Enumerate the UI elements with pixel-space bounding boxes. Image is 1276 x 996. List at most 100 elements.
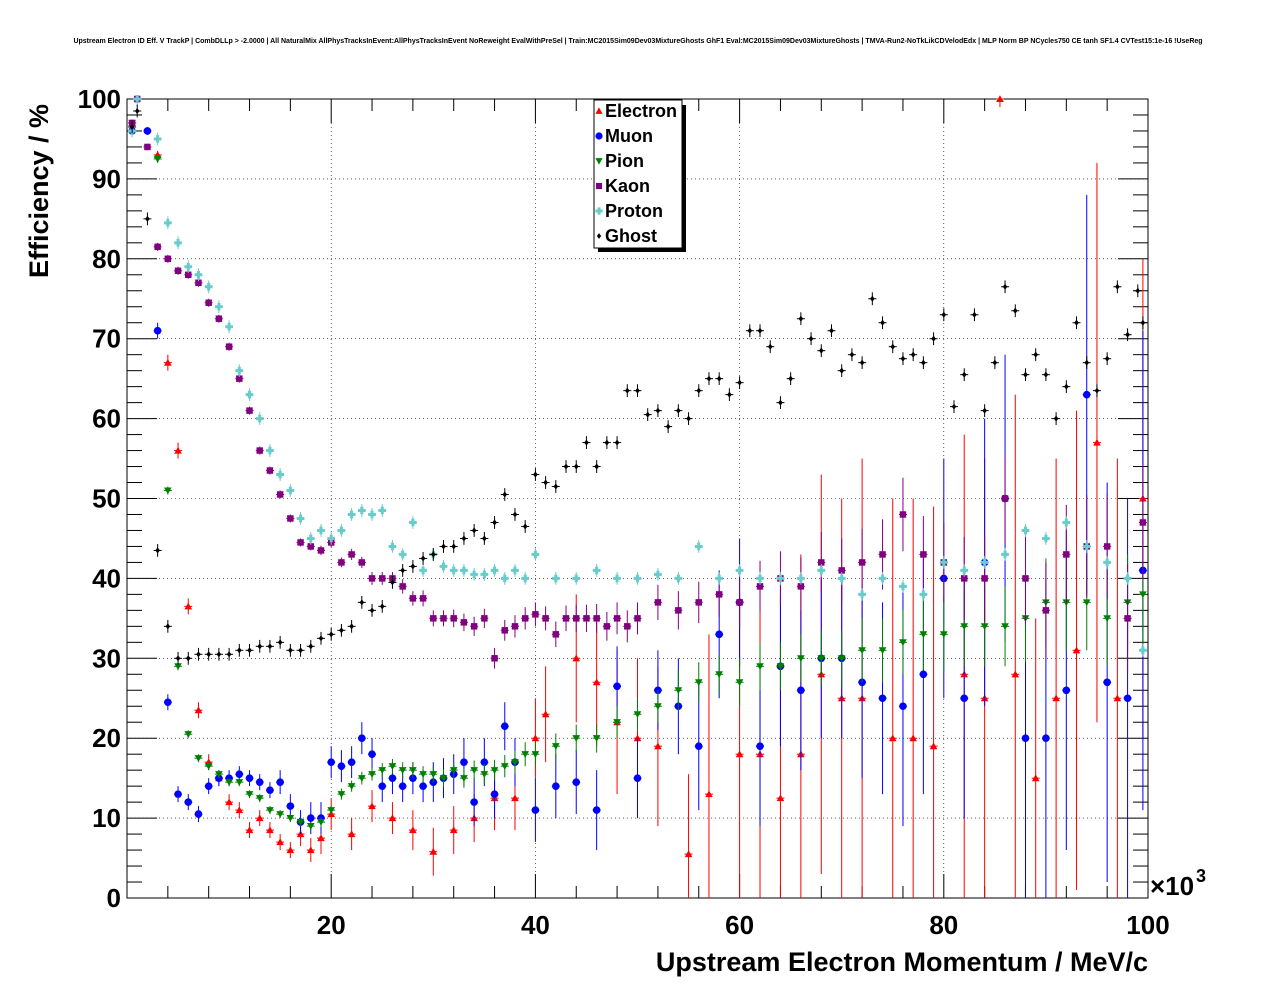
proton-point: [1041, 532, 1050, 545]
ghost-marker: [982, 407, 987, 414]
muon-marker: [531, 806, 540, 814]
muon-marker: [368, 750, 376, 758]
ghost-point: [1041, 368, 1050, 382]
ghost-point: [674, 404, 683, 418]
kaon-point: [500, 619, 509, 641]
ghost-point: [306, 639, 315, 653]
kaon-marker: [695, 599, 702, 606]
proton-point: [327, 532, 336, 545]
electron-point: [245, 822, 254, 839]
ghost-marker: [645, 411, 650, 418]
kaon-marker: [460, 619, 468, 626]
x-exponent-power: 3: [1196, 866, 1206, 886]
kaon-point: [796, 557, 805, 616]
y-tick-label: 30: [92, 643, 121, 673]
ghost-point: [235, 643, 244, 657]
legend-marker-muon: [595, 132, 603, 140]
pion-marker: [531, 751, 540, 758]
proton-point: [347, 508, 356, 521]
electron-marker: [276, 838, 284, 846]
ghost-point: [939, 308, 948, 322]
proton-point: [551, 572, 560, 585]
electron-marker: [633, 734, 642, 742]
kaon-marker: [174, 267, 182, 275]
kaon-point: [337, 557, 346, 568]
muon-point: [592, 770, 601, 851]
kaon-point: [623, 610, 632, 643]
pion-point: [796, 634, 805, 683]
electron-marker: [531, 734, 540, 742]
ghost-marker: [706, 375, 712, 382]
pion-point: [255, 794, 264, 803]
proton-point: [184, 260, 193, 274]
electron-point: [449, 806, 458, 855]
electron-point: [388, 802, 397, 835]
ghost-point: [398, 564, 407, 577]
proton-point: [715, 572, 724, 585]
ghost-point: [756, 324, 765, 338]
kaon-marker: [624, 623, 631, 630]
kaon-marker: [521, 615, 529, 622]
muon-marker: [694, 742, 703, 750]
proton-marker: [1123, 574, 1132, 583]
pion-marker: [858, 647, 866, 655]
ghost-point: [551, 480, 560, 493]
proton-point: [939, 556, 948, 569]
ghost-marker: [1002, 283, 1008, 290]
ghost-point: [950, 400, 959, 414]
pion-point: [521, 742, 530, 767]
proton-point: [296, 512, 305, 525]
kaon-point: [255, 446, 264, 455]
legend: Electron Muon Pion Kaon Proton Ghost: [593, 99, 686, 252]
proton-point: [398, 548, 407, 561]
kaon-marker: [307, 543, 315, 550]
ghost-marker: [747, 327, 753, 334]
ghost-marker: [1094, 387, 1100, 394]
proton-marker: [694, 542, 703, 551]
kaon-point: [582, 604, 591, 632]
muon-point: [153, 322, 162, 339]
pion-marker: [480, 771, 489, 778]
pion-marker: [255, 795, 264, 802]
kaon-point: [214, 314, 223, 323]
ghost-marker: [431, 551, 436, 558]
ghost-point: [255, 639, 264, 653]
ghost-marker: [328, 631, 334, 638]
ghost-point: [919, 356, 928, 370]
pion-point: [613, 706, 622, 739]
muon-point: [235, 766, 244, 783]
electron-marker: [1113, 694, 1122, 702]
kaon-point: [653, 584, 662, 620]
muon-marker: [174, 790, 182, 798]
proton-marker: [572, 574, 581, 583]
muon-point: [245, 770, 254, 787]
legend-box: [593, 99, 683, 249]
kaon-marker: [409, 595, 417, 602]
proton-point: [459, 564, 468, 577]
kaon-marker: [1124, 615, 1131, 622]
pion-marker: [153, 155, 162, 163]
ghost-marker: [941, 311, 947, 318]
proton-point: [1138, 643, 1147, 657]
kaon-point: [347, 548, 356, 561]
muon-point: [265, 782, 274, 799]
muon-marker: [358, 734, 366, 742]
kaon-point: [439, 610, 448, 627]
proton-point: [163, 216, 172, 230]
ghost-point: [521, 520, 530, 533]
ghost-point: [459, 532, 468, 545]
pion-marker: [347, 783, 356, 790]
pion-point: [378, 762, 387, 778]
ghost-marker: [573, 463, 579, 470]
muon-marker: [899, 702, 907, 711]
muon-marker: [327, 758, 336, 766]
legend-marker-pion: [595, 158, 603, 165]
proton-point: [756, 572, 765, 585]
proton-point: [388, 540, 397, 553]
proton-marker: [194, 270, 203, 279]
kaon-marker: [899, 511, 907, 518]
muon-point: [184, 794, 193, 811]
ghost-point: [194, 647, 203, 661]
legend-item-electron: Electron: [595, 101, 677, 121]
ghost-marker: [410, 563, 416, 570]
